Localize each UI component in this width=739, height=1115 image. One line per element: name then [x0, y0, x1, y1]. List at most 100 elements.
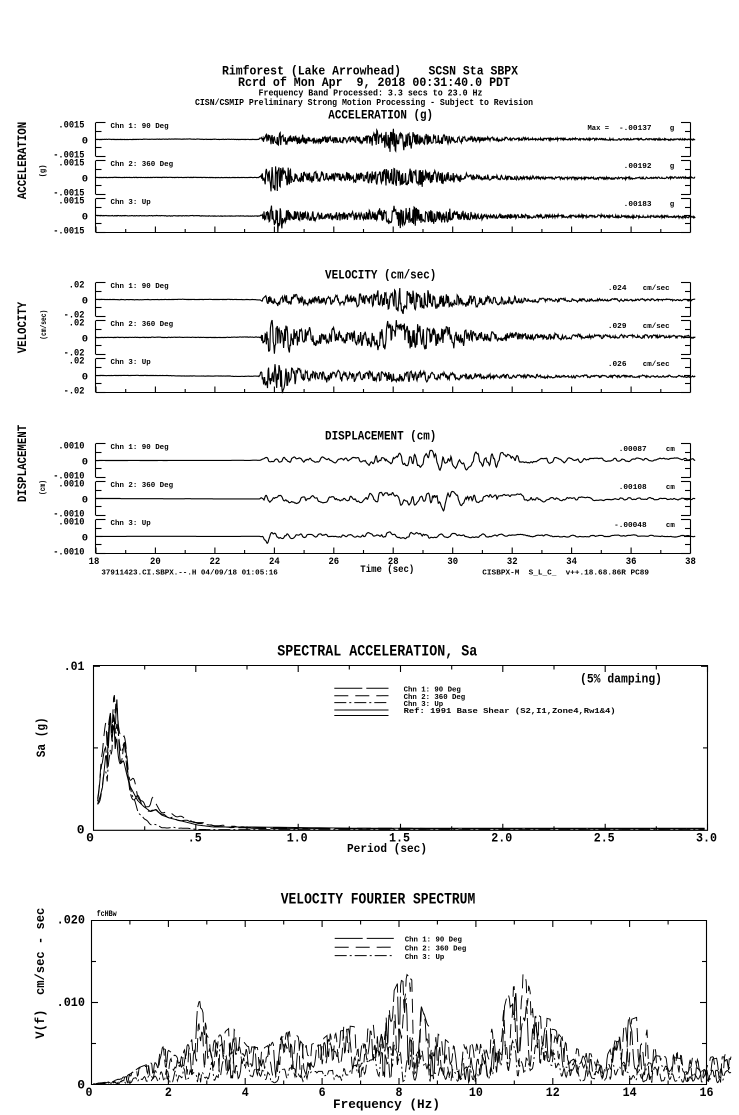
svg-text:26: 26 [328, 557, 339, 568]
svg-text:Frequency Band Processed: 3.3: Frequency Band Processed: 3.3 secs to 23… [259, 89, 483, 99]
svg-text:g: g [670, 201, 675, 209]
svg-text:0: 0 [82, 494, 88, 506]
svg-text:.0015: .0015 [58, 195, 84, 207]
svg-text:Sa (g): Sa (g) [35, 717, 49, 757]
svg-text:30: 30 [447, 557, 458, 568]
svg-text:.0015: .0015 [58, 119, 84, 131]
svg-text:Chn 1: 90 Deg: Chn 1: 90 Deg [404, 687, 462, 695]
svg-text:.01: .01 [64, 659, 85, 674]
svg-text:Chn 2: 360 Deg: Chn 2: 360 Deg [111, 161, 174, 169]
svg-text:-.0015: -.0015 [53, 150, 84, 162]
svg-text:(g): (g) [39, 164, 48, 177]
svg-text:Period (sec): Period (sec) [347, 842, 427, 856]
svg-text:VELOCITY (cm/sec): VELOCITY (cm/sec) [325, 268, 436, 283]
svg-text:0: 0 [77, 823, 85, 838]
svg-text:0: 0 [82, 532, 88, 544]
svg-text:-.0010: -.0010 [53, 547, 84, 559]
svg-text:Rcrd of Mon Apr 9, 2018 00:31: Rcrd of Mon Apr 9, 2018 00:31:40.0 PDT [238, 76, 510, 90]
svg-text:1.5: 1.5 [389, 831, 410, 846]
svg-text:Chn 2: 360 Deg: Chn 2: 360 Deg [111, 321, 174, 329]
svg-text:Chn 1: 90 Deg: Chn 1: 90 Deg [405, 937, 463, 945]
svg-text:6: 6 [319, 1085, 326, 1100]
svg-text:VELOCITY FOURIER SPECTRUM: VELOCITY FOURIER SPECTRUM [281, 891, 476, 909]
svg-text:0: 0 [86, 1085, 93, 1100]
svg-text:.5: .5 [188, 831, 202, 846]
svg-text:37911423.CI.SBPX.--.H 04/09/18: 37911423.CI.SBPX.--.H 04/09/18 01:05:16 [101, 570, 278, 578]
svg-text:0: 0 [86, 831, 94, 846]
svg-text:Chn 3: Up: Chn 3: Up [404, 701, 444, 709]
svg-text:0: 0 [77, 1078, 85, 1093]
svg-text:.0010: .0010 [58, 478, 84, 490]
svg-text:1.0: 1.0 [287, 831, 308, 846]
svg-text:Ref: 1991 Base Shear (S2,I1,Zo: Ref: 1991 Base Shear (S2,I1,Zone4,Rw1&4) [404, 708, 616, 716]
svg-text:cm: cm [666, 484, 675, 492]
svg-text:.029: .029 [608, 323, 627, 331]
svg-text:cm: cm [666, 446, 675, 454]
svg-text:0: 0 [82, 333, 88, 345]
svg-text:0: 0 [82, 211, 88, 223]
svg-text:.026: .026 [608, 361, 627, 369]
svg-text:18: 18 [89, 557, 100, 568]
svg-text:SPECTRAL ACCELERATION, Sa: SPECTRAL ACCELERATION, Sa [277, 643, 477, 661]
svg-text:.00192: .00192 [624, 163, 652, 171]
svg-text:Chn 1: 90 Deg: Chn 1: 90 Deg [111, 283, 170, 291]
svg-text:36: 36 [626, 557, 637, 568]
svg-text:24: 24 [269, 557, 280, 568]
svg-text:22: 22 [210, 557, 221, 568]
svg-text:-.0015: -.0015 [53, 188, 84, 200]
svg-text:.020: .020 [57, 912, 86, 927]
svg-text:(5% damping): (5% damping) [580, 673, 662, 687]
svg-text:Max =: Max = [588, 125, 614, 133]
svg-text:-.02: -.02 [64, 348, 85, 360]
svg-text:.00108: .00108 [619, 484, 647, 492]
svg-text:38: 38 [685, 557, 696, 568]
svg-text:VELOCITY: VELOCITY [16, 301, 30, 353]
svg-text:g: g [670, 125, 675, 133]
svg-text:20: 20 [150, 557, 161, 568]
svg-text:-.0010: -.0010 [53, 471, 84, 483]
svg-text:Chn 3: Up: Chn 3: Up [111, 520, 152, 528]
svg-text:8: 8 [396, 1085, 403, 1100]
svg-text:Chn 3: Up: Chn 3: Up [111, 359, 152, 367]
svg-text:.02: .02 [69, 279, 85, 291]
svg-text:Rimforest (Lake Arrowhead): Rimforest (Lake Arrowhead) SCSN Sta SBPX [222, 65, 518, 79]
svg-text:-.00137: -.00137 [619, 125, 652, 133]
svg-text:.024: .024 [608, 285, 627, 293]
svg-text:-.0015: -.0015 [53, 226, 84, 238]
svg-text:.02: .02 [69, 355, 85, 367]
svg-text:0: 0 [82, 173, 88, 185]
svg-text:.00183: .00183 [624, 201, 652, 209]
svg-text:Chn 2: 360 Deg: Chn 2: 360 Deg [111, 482, 174, 490]
svg-text:DISPLACEMENT: DISPLACEMENT [16, 424, 30, 502]
svg-text:-.0010: -.0010 [53, 509, 84, 521]
svg-text:32: 32 [507, 557, 518, 568]
svg-text:Chn 1: 90 Deg: Chn 1: 90 Deg [111, 444, 170, 452]
svg-text:0: 0 [82, 295, 88, 307]
svg-text:(cm/sec): (cm/sec) [40, 310, 49, 340]
svg-text:-.02: -.02 [64, 310, 85, 322]
svg-text:16: 16 [700, 1085, 714, 1100]
svg-text:12: 12 [546, 1085, 560, 1100]
svg-text:ACCELERATION: ACCELERATION [16, 122, 30, 199]
svg-text:-.02: -.02 [64, 386, 85, 398]
svg-text:Frequency (Hz): Frequency (Hz) [333, 1098, 440, 1112]
svg-text:0: 0 [82, 135, 88, 147]
svg-text:cm: cm [666, 522, 675, 530]
svg-text:DISPLACEMENT (cm): DISPLACEMENT (cm) [325, 429, 436, 444]
svg-text:.0010: .0010 [58, 440, 84, 452]
svg-text:.0010: .0010 [58, 516, 84, 528]
svg-text:.010: .010 [57, 995, 86, 1010]
svg-text:-.00048: -.00048 [614, 522, 647, 530]
svg-text:34: 34 [566, 557, 577, 568]
svg-text:4: 4 [242, 1085, 249, 1100]
svg-text:2: 2 [165, 1085, 172, 1100]
svg-text:.02: .02 [69, 317, 85, 329]
svg-text:Chn 2: 360 Deg: Chn 2: 360 Deg [405, 945, 467, 953]
svg-text:2.0: 2.0 [491, 831, 512, 846]
svg-text:2.5: 2.5 [594, 831, 615, 846]
svg-text:14: 14 [623, 1085, 637, 1100]
svg-text:g: g [670, 163, 675, 171]
svg-text:Chn 2: 360 Deg: Chn 2: 360 Deg [404, 694, 466, 702]
svg-text:Time (sec): Time (sec) [360, 564, 414, 576]
svg-text:cm/sec: cm/sec [643, 323, 670, 331]
